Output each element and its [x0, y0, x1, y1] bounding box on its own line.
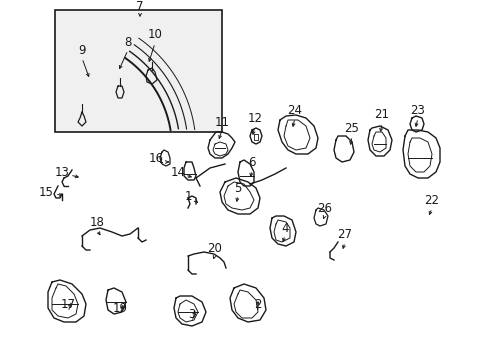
- Text: 14: 14: [170, 166, 185, 179]
- Text: 5: 5: [234, 181, 241, 194]
- Text: 12: 12: [247, 112, 262, 125]
- Text: 7: 7: [136, 0, 143, 13]
- Text: 1: 1: [184, 189, 191, 202]
- Bar: [55, 10, 222, 132]
- Text: 2: 2: [254, 298, 261, 311]
- Text: 23: 23: [410, 104, 425, 117]
- Text: 11: 11: [214, 116, 229, 129]
- Text: 6: 6: [248, 156, 255, 168]
- Text: 18: 18: [89, 216, 104, 229]
- Text: 21: 21: [374, 108, 389, 122]
- Text: 17: 17: [61, 298, 75, 311]
- Text: 20: 20: [207, 242, 222, 255]
- Text: 9: 9: [78, 44, 85, 57]
- Text: 13: 13: [55, 166, 69, 179]
- Text: 19: 19: [112, 302, 127, 315]
- Text: 8: 8: [124, 36, 131, 49]
- Text: 22: 22: [424, 194, 439, 207]
- Text: 15: 15: [39, 185, 53, 198]
- Text: 26: 26: [317, 202, 332, 215]
- Text: 3: 3: [188, 309, 195, 321]
- Text: 10: 10: [147, 28, 162, 41]
- Text: 16: 16: [148, 152, 163, 165]
- Text: 4: 4: [281, 221, 288, 234]
- Text: 25: 25: [344, 122, 359, 135]
- Text: 27: 27: [337, 229, 352, 242]
- Text: 24: 24: [287, 104, 302, 117]
